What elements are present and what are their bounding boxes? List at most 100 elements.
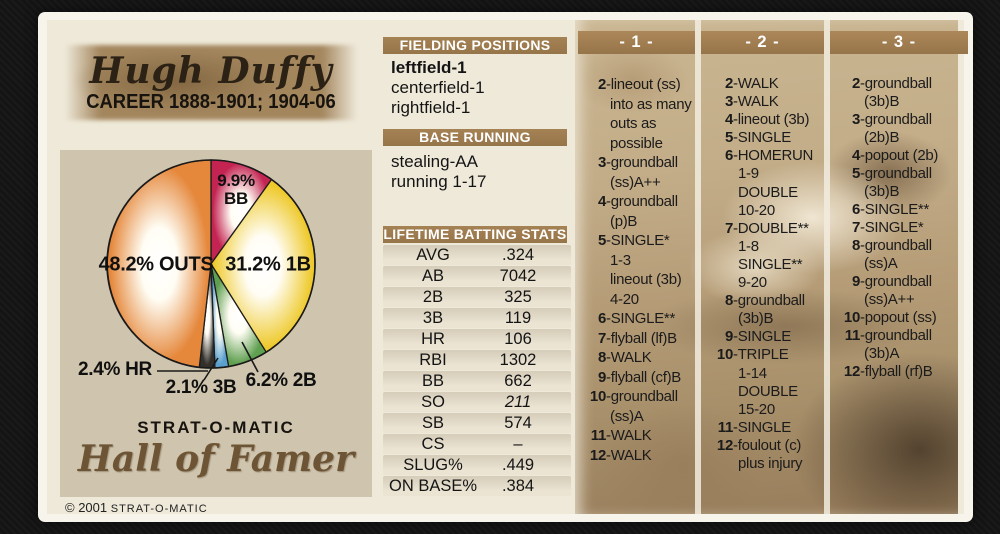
dice-entry: 4 -groundball (p)B xyxy=(597,193,678,230)
stat-row: BB 662 xyxy=(383,371,571,391)
stat-label: 2B xyxy=(422,287,444,306)
stat-row: ON BASE% .384 xyxy=(383,476,571,496)
list-item: running 1-17 xyxy=(391,172,487,191)
stat-label: BB xyxy=(421,371,444,390)
stat-value: .449 xyxy=(501,455,535,474)
dice-entry: 5 -SINGLE xyxy=(724,129,791,147)
column-divider xyxy=(695,20,701,514)
fielding-positions-list: leftfield-1 centerfield-1 rightfield-1 xyxy=(383,58,567,118)
list-item: leftfield-1 xyxy=(391,58,467,77)
dice-entry: 8 -groundball (ss)A xyxy=(851,237,932,272)
stat-value: 574 xyxy=(504,413,532,432)
pie-label-hr: 2.4% HR xyxy=(78,359,152,380)
copyright-line: © 2001 STRAT-O-MATIC xyxy=(65,500,208,515)
dice-column-1-body: 2 -lineout (ss) into as many outs as possibl… xyxy=(578,75,695,465)
dice-entry: 7 -DOUBLE** 1-8 SINGLE** 9-20 xyxy=(724,219,809,292)
stat-value: – xyxy=(513,434,523,453)
stat-row: RBI 1302 xyxy=(383,350,571,370)
stat-row: HR 106 xyxy=(383,329,571,349)
dice-entry: 10 -popout (ss) xyxy=(843,309,937,326)
stat-row: CS – xyxy=(383,434,571,454)
dice-entry: 11 -WALK xyxy=(590,427,652,444)
stat-label: SO xyxy=(421,392,445,411)
stat-value: 325 xyxy=(504,287,532,306)
dice-entry: 7 -flyball (lf)B xyxy=(597,329,677,347)
dice-entry: 12 -foulout (c) plus injury xyxy=(716,436,803,472)
dice-entry: 6 -SINGLE** xyxy=(597,310,675,327)
stat-label: 3B xyxy=(422,308,444,327)
stat-label: AVG xyxy=(416,245,450,264)
dice-entry: 4 -popout (2b) xyxy=(851,147,939,164)
pie-overlay xyxy=(106,159,316,381)
pie-label-bb: 9.9% BB xyxy=(217,171,255,208)
pie-label-3b: 2.1% 3B xyxy=(165,377,237,398)
double-leader-line xyxy=(241,341,259,373)
batting-stats-table: AVG .324 AB 7042 2B 325 3B 119 HR 106 RBI 1302 BB 662… xyxy=(383,245,571,497)
brand-name: STRAT-O-MATIC xyxy=(137,418,295,437)
dice-entry: 3 -groundball (2b)B xyxy=(851,111,932,146)
pie-label-2b: 6.2% 2B xyxy=(245,370,317,391)
stat-label: ON BASE% xyxy=(388,476,478,495)
dice-entry: 2 -WALK xyxy=(724,75,779,92)
stat-row: SB 574 xyxy=(383,413,571,433)
dice-entry: 11 -groundball (3b)A xyxy=(844,327,932,362)
triple-leader-line xyxy=(203,357,219,381)
base-running-header: BASE RUNNING xyxy=(383,129,567,146)
batting-stats-header: LIFETIME BATTING STATS xyxy=(383,226,567,243)
dice-entry: 3 -WALK xyxy=(724,93,779,111)
dice-entry: 5 -SINGLE* 1-3 lineout (3b) 4-20 xyxy=(597,232,682,308)
stat-row: SLUG% .449 xyxy=(383,455,571,475)
stat-value: 106 xyxy=(504,329,532,348)
column-divider xyxy=(824,20,830,514)
dice-column-1-header: - 1 - xyxy=(578,31,695,54)
stat-label: CS xyxy=(421,434,445,453)
dice-entry: 6 -HOMERUN 1-9 DOUBLE 10-20 xyxy=(724,147,814,219)
strat-o-matic-card: Hugh Duffy CAREER 1888-1901; 1904-06 9.9… xyxy=(38,12,973,522)
stat-label: HR xyxy=(421,329,445,348)
pie-label-1b: 31.2% 1B xyxy=(225,253,311,276)
stat-label: RBI xyxy=(419,350,447,369)
stat-value: 1302 xyxy=(499,350,537,369)
dice-entry: 12 -flyball (rf)B xyxy=(843,363,933,380)
stat-value: 662 xyxy=(504,371,532,390)
dice-column-3-body: 2 -groundball (3b)B 3 -groundball (2b)B 4 -popo… xyxy=(830,75,958,381)
dice-entry: 3 -groundball (ss)A++ xyxy=(597,154,678,191)
dice-column-2-body: 2 -WALK 3 -WALK 4 -lineout (3b) 5 -SINGLE 6 -HOME… xyxy=(701,75,824,473)
player-action-photo xyxy=(575,20,958,514)
career-years: CAREER 1888-1901; 1904-06 xyxy=(86,91,336,113)
list-item: rightfield-1 xyxy=(391,98,471,117)
stat-value: .384 xyxy=(501,476,535,495)
list-item: centerfield-1 xyxy=(391,78,485,97)
dice-entry: 7 -SINGLE* xyxy=(851,219,924,236)
stat-value: 7042 xyxy=(499,266,537,285)
pie-panel: 9.9% BB 48.2% OUTS 31.2% 1B 2.4% HR 2.1%… xyxy=(60,150,372,497)
copyright-year: © 2001 xyxy=(65,500,108,515)
base-running-list: stealing-AA running 1-17 xyxy=(383,152,567,192)
stat-label: SB xyxy=(421,413,444,432)
dice-entry: 2 -lineout (ss) into as many outs as possibl… xyxy=(597,76,692,152)
stat-row: 3B 119 xyxy=(383,308,571,328)
dice-column-3-header: - 3 - xyxy=(830,31,968,54)
dice-entry: 8 -groundball (3b)B xyxy=(724,292,805,328)
stat-row: 2B 325 xyxy=(383,287,571,307)
stat-value: 211 xyxy=(504,392,532,411)
stat-label: SLUG% xyxy=(403,455,463,474)
dice-entry: 4 -lineout (3b) xyxy=(724,111,810,129)
stat-row: SO 211 xyxy=(383,392,571,412)
copyright-brand: STRAT-O-MATIC xyxy=(110,503,208,515)
fielding-positions-header: FIELDING POSITIONS xyxy=(383,37,567,54)
stat-value: .324 xyxy=(501,245,535,264)
dice-entry: 9 -groundball (ss)A++ xyxy=(851,273,932,308)
brand-subtitle: Hall of Famer xyxy=(77,438,355,480)
player-name: Hugh Duffy xyxy=(89,50,333,92)
dice-entry: 5 -groundball (3b)B xyxy=(851,165,932,200)
dice-entry: 9 -SINGLE xyxy=(724,328,791,346)
dice-column-2-header: - 2 - xyxy=(701,31,824,54)
dice-entry: 6 -SINGLE** xyxy=(851,201,929,218)
dice-entry: 12 -WALK xyxy=(589,446,652,464)
title-band xyxy=(65,45,357,120)
stat-row: AVG .324 xyxy=(383,245,571,265)
stat-label: AB xyxy=(421,266,444,285)
list-item: stealing-AA xyxy=(391,152,478,171)
dice-entry: 9 -flyball (cf)B xyxy=(597,368,681,386)
